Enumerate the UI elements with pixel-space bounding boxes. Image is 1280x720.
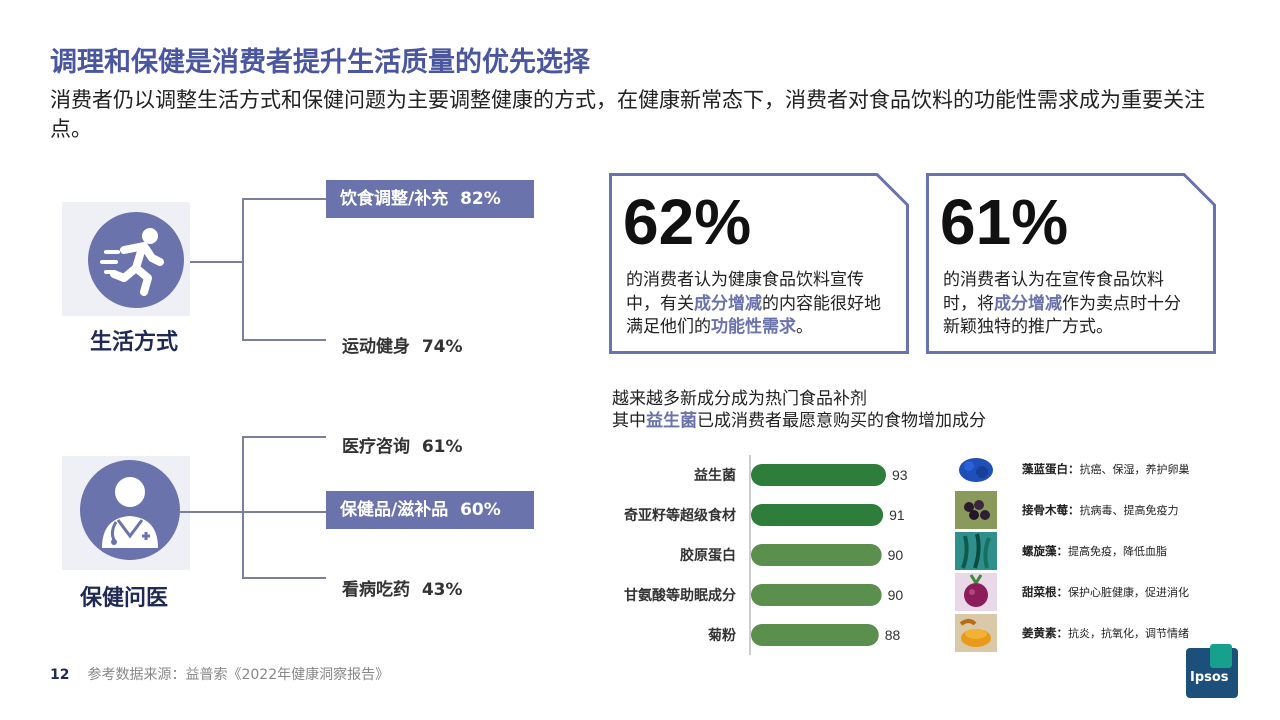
item-value: 60% bbox=[460, 500, 501, 520]
ingredient-row: 甜菜根：保护心脏健康，促进消化 bbox=[955, 573, 1195, 611]
bar-value-label: 91 bbox=[889, 507, 905, 523]
ingredient-name: 螺旋藻： bbox=[1022, 544, 1068, 558]
item-label: 医疗咨询 bbox=[342, 437, 410, 457]
lifestyle-item-exercise: 运动健身 74% bbox=[342, 332, 463, 357]
stat-percent: 62% bbox=[623, 186, 752, 258]
lifestyle-item-diet: 饮食调整/补充 82% bbox=[326, 180, 534, 218]
ingredient-bar-chart: 益生菌 93 奇亚籽等超级食材 91 胶原蛋白 90 甘氨酸等助眠成分 90 菊粉 88 bbox=[600, 455, 930, 655]
turmeric-icon bbox=[955, 614, 997, 652]
stat-percent: 61% bbox=[940, 186, 1069, 258]
item-label: 保健品/滋补品 bbox=[340, 500, 449, 520]
item-label: 饮食调整/补充 bbox=[340, 189, 449, 209]
connector-line bbox=[242, 198, 326, 200]
bar-value-label: 88 bbox=[885, 627, 901, 643]
ingredient-row: 螺旋藻：提高免疫，降低血脂 bbox=[955, 532, 1195, 570]
connector-line bbox=[180, 511, 242, 513]
footer: 12 参考数据来源：益普索《2022年健康洞察报告》 bbox=[50, 664, 389, 684]
item-value: 74% bbox=[421, 337, 463, 357]
ingredient-text: 姜黄素：抗炎，抗氧化，调节情绪 bbox=[1022, 625, 1189, 641]
item-label: 运动健身 bbox=[342, 337, 410, 357]
bar-category-label: 甘氨酸等助眠成分 bbox=[624, 587, 736, 604]
ingredient-text: 藻蓝蛋白：抗癌、保湿，养护卵巢 bbox=[1022, 461, 1190, 477]
elderberry-icon bbox=[955, 491, 997, 529]
ingredient-list: 藻蓝蛋白：抗癌、保湿，养护卵巢 接骨木莓：抗病毒、提高免疫力 螺旋藻：提高免疫，降低… bbox=[955, 450, 1195, 652]
ingredient-benefit: 提高免疫，降低血脂 bbox=[1068, 545, 1167, 558]
item-label: 看病吃药 bbox=[342, 580, 410, 600]
ingredient-name: 甜菜根： bbox=[1022, 585, 1068, 599]
item-value: 43% bbox=[421, 580, 463, 600]
bar-category-label: 胶原蛋白 bbox=[680, 547, 736, 564]
bar-2 bbox=[751, 544, 882, 566]
ingredient-text: 甜菜根：保护心脏健康，促进消化 bbox=[1022, 584, 1189, 600]
bar-category-label: 益生菌 bbox=[694, 467, 736, 484]
bar-value-label: 93 bbox=[892, 467, 908, 483]
chart-note-line2: 其中益生菌已成消费者最愿意购买的食物增加成分 bbox=[612, 411, 986, 431]
ipsos-logo: Ipsos bbox=[1186, 644, 1238, 698]
bar-category-label: 奇亚籽等超级食材 bbox=[624, 507, 736, 524]
item-value: 61% bbox=[421, 437, 463, 457]
ingredient-row: 接骨木莓：抗病毒、提高免疫力 bbox=[955, 491, 1195, 529]
bar-value-label: 90 bbox=[888, 547, 904, 563]
bar-4 bbox=[751, 624, 879, 646]
lifestyle-label: 生活方式 bbox=[90, 330, 179, 355]
page-number: 12 bbox=[50, 667, 70, 683]
connector-line bbox=[242, 198, 244, 340]
bar-3 bbox=[751, 584, 882, 606]
ingredient-benefit: 保护心脏健康，促进消化 bbox=[1068, 586, 1189, 599]
ingredient-text: 接骨木莓：抗病毒、提高免疫力 bbox=[1022, 502, 1179, 518]
ingredient-name: 藻蓝蛋白： bbox=[1022, 462, 1080, 476]
stat-card-61: 61% 的消费者认为在宣传食品饮料时，将成分增减作为卖点时十分新颖独特的推广方式… bbox=[926, 173, 1216, 354]
stat-description: 的消费者认为健康食品饮料宣传中，有关成分增减的内容能很好地满足他们的功能性需求。 bbox=[626, 270, 881, 337]
logo-text: Ipsos bbox=[1190, 670, 1229, 685]
running-person-icon bbox=[88, 212, 184, 308]
bar-1 bbox=[751, 504, 884, 526]
ingredient-name: 姜黄素： bbox=[1022, 626, 1068, 640]
logo-mark bbox=[1210, 644, 1232, 668]
ingredient-row: 姜黄素：抗炎，抗氧化，调节情绪 bbox=[955, 614, 1195, 652]
ingredient-row: 藻蓝蛋白：抗癌、保湿，养护卵巢 bbox=[955, 450, 1195, 488]
doctor-icon bbox=[80, 460, 180, 560]
page-title: 调理和保健是消费者提升生活质量的优先选择 bbox=[50, 47, 590, 78]
chart-note-line1: 越来越多新成分成为热门食品补剂 bbox=[612, 389, 867, 409]
source-note: 参考数据来源：益普索《2022年健康洞察报告》 bbox=[87, 667, 390, 683]
connector-line bbox=[242, 436, 244, 578]
chart-note: 越来越多新成分成为热门食品补剂 其中益生菌已成消费者最愿意购买的食物增加成分 bbox=[612, 388, 986, 432]
connector-line bbox=[190, 261, 242, 263]
healthcare-item-consult: 医疗咨询 61% bbox=[342, 432, 463, 457]
connector-line bbox=[242, 436, 326, 438]
bar-0 bbox=[751, 464, 886, 486]
healthcare-item-medicine: 看病吃药 43% bbox=[342, 575, 463, 600]
ingredient-benefit: 抗炎，抗氧化，调节情绪 bbox=[1068, 627, 1189, 640]
connector-line bbox=[242, 511, 326, 513]
ingredient-text: 螺旋藻：提高免疫，降低血脂 bbox=[1022, 543, 1167, 559]
stat-card-62: 62% 的消费者认为健康食品饮料宣传中，有关成分增减的内容能很好地满足他们的功能… bbox=[609, 173, 909, 354]
bar-category-label: 菊粉 bbox=[708, 627, 736, 644]
seaweed-icon bbox=[955, 532, 997, 570]
stat-description: 的消费者认为在宣传食品饮料时，将成分增减作为卖点时十分新颖独特的推广方式。 bbox=[943, 270, 1181, 337]
card-border bbox=[609, 173, 909, 354]
spirulina-powder-icon bbox=[955, 450, 997, 488]
beetroot-icon bbox=[955, 573, 997, 611]
bar-value-label: 90 bbox=[888, 587, 904, 603]
page-subtitle: 消费者仍以调整生活方式和保健问题为主要调整健康的方式，在健康新常态下，消费者对食… bbox=[50, 88, 1205, 141]
card-border bbox=[926, 173, 1216, 354]
bar-chart-svg: 益生菌 93 奇亚籽等超级食材 91 胶原蛋白 90 甘氨酸等助眠成分 90 菊粉 88 bbox=[624, 455, 908, 655]
ingredient-benefit: 抗癌、保湿，养护卵巢 bbox=[1079, 463, 1190, 476]
healthcare-item-supplements: 保健品/滋补品 60% bbox=[326, 491, 534, 529]
connector-line bbox=[242, 577, 326, 579]
ingredient-name: 接骨木莓： bbox=[1022, 503, 1080, 517]
item-value: 82% bbox=[460, 189, 501, 209]
ingredient-benefit: 抗病毒、提高免疫力 bbox=[1079, 504, 1179, 517]
connector-line bbox=[242, 339, 326, 341]
healthcare-label: 保健问医 bbox=[80, 586, 169, 611]
